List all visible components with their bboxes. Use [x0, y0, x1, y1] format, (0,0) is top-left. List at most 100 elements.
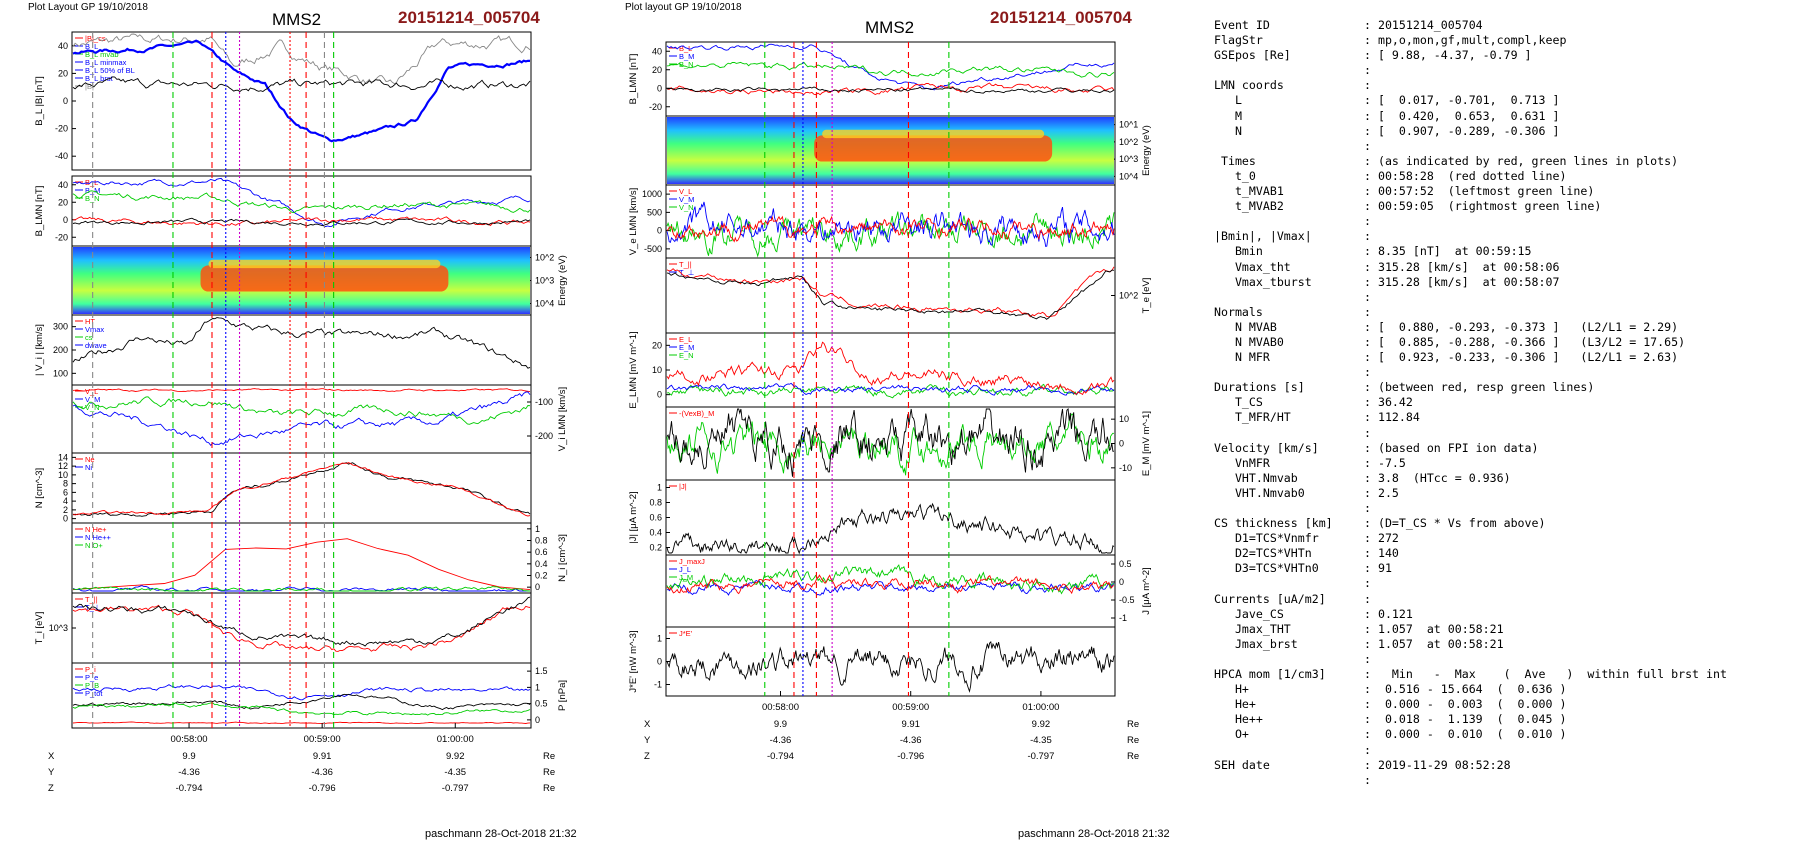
info-value: : 0.516 - 15.664 ( 0.636 ) [1364, 682, 1567, 697]
info-value: : 00:57:52 (leftmost green line) [1364, 184, 1595, 199]
trace-line [666, 640, 1115, 693]
y-tick-label: -10 [1119, 463, 1132, 473]
legend-entry: B_L minmax [85, 58, 127, 67]
legend-entry: T_|| [85, 595, 98, 604]
info-row: Jmax_THT: 1.057 at 00:58:21 [1214, 622, 1727, 637]
coord-value: 9.9 [774, 719, 787, 730]
info-value: : [1364, 78, 1371, 93]
trace-line [72, 604, 531, 652]
y-tick-label: 0.8 [649, 498, 662, 508]
coord-value: 9.9 [182, 751, 195, 762]
trace-line [666, 86, 1115, 94]
y-tick-label: 10 [652, 365, 662, 375]
coord-value: -4.36 [770, 735, 792, 746]
info-key: Vmax_tburst [1214, 274, 1312, 289]
legend-entry: T_⊥ [679, 268, 695, 277]
coord-value: -0.796 [309, 783, 336, 794]
legend-entry: E_L [679, 335, 692, 344]
coord-value: -0.797 [1027, 751, 1054, 762]
y-tick-label: 0 [535, 715, 540, 725]
info-key: Jmax_brst [1214, 636, 1298, 651]
info-value: : 0.121 [1364, 606, 1413, 621]
y-tick-label: -20 [55, 124, 68, 134]
info-row: CS thickness [km]: (D=T_CS * Vs from abo… [1214, 516, 1727, 531]
trace-line [666, 383, 1115, 399]
legend-entry: J_M [679, 573, 693, 582]
trace-line [72, 217, 531, 227]
x-tick-label: 00:59:00 [304, 734, 341, 745]
info-row: : [1214, 743, 1727, 758]
y-tick-label: 10^1 [1119, 120, 1138, 130]
coord-value: -4.35 [1030, 735, 1052, 746]
info-row: Normals: [1214, 305, 1727, 320]
info-row: LMN coords: [1214, 78, 1727, 93]
legend-entry: B_L [85, 42, 98, 51]
info-row: t_0: 00:58:28 (red dotted line) [1214, 169, 1727, 184]
info-value: : [ 0.420, 0.653, 0.631 ] [1364, 108, 1560, 123]
trace-line [72, 317, 531, 369]
info-row: : [1214, 214, 1727, 229]
info-row: L: [ 0.017, -0.701, 0.713 ] [1214, 93, 1727, 108]
coord-unit: Re [543, 783, 555, 794]
legend-entry: V_M [679, 195, 694, 204]
coord-name: Y [644, 735, 651, 746]
trace-line [666, 574, 1115, 595]
info-key: Vmax_tht [1214, 259, 1291, 274]
panel-frame [665, 257, 1116, 334]
y-tick-label: -200 [535, 431, 553, 441]
x-tick-label: 01:00:00 [1022, 702, 1059, 713]
y-axis-label: Energy (eV) [1141, 125, 1152, 176]
info-row: Currents [uA/m2]: [1214, 592, 1727, 607]
y-tick-label: 10 [1119, 414, 1129, 424]
trace-line [72, 396, 531, 425]
y-tick-label: -500 [644, 244, 662, 254]
left-spacecraft-title: MMS2 [272, 10, 322, 29]
coord-value: -4.36 [178, 767, 200, 778]
trace-line [666, 413, 1115, 476]
info-row: Event ID: 20151214_005704 [1214, 18, 1727, 33]
y-tick-label: 10^3 [535, 276, 554, 286]
trace-line [73, 216, 531, 227]
info-value: : 20151214_005704 [1364, 18, 1483, 32]
legend-entry: P_e [85, 673, 98, 682]
trace-line [72, 596, 531, 647]
info-row: Times: (as indicated by red, green lines… [1214, 154, 1727, 169]
info-key: Times [1214, 153, 1256, 168]
legend-entry: |J| [679, 482, 687, 491]
x-tick-label: 00:58:00 [762, 702, 799, 713]
spectrogram-hot-band [200, 265, 449, 292]
info-key: FlagStr [1214, 33, 1263, 48]
y-tick-label: 200 [53, 345, 68, 355]
y-tick-label: 14 [58, 452, 68, 462]
y-tick-label: -20 [649, 102, 662, 112]
coord-value: -0.797 [442, 783, 469, 794]
legend-entry: |B|_cs [85, 34, 106, 43]
y-tick-label: 300 [53, 322, 68, 332]
y-axis-label: B_LMN [nT] [34, 186, 45, 237]
info-row: N: [ 0.907, -0.289, -0.306 ] [1214, 124, 1727, 139]
info-row: |Bmin|, |Vmax|: [1214, 229, 1727, 244]
coord-unit: Re [1127, 719, 1139, 730]
info-row: t_MVAB1: 00:57:52 (leftmost green line) [1214, 184, 1727, 199]
y-tick-label: 12 [58, 461, 68, 471]
y-tick-label: 20 [58, 197, 68, 207]
y-tick-label: 10^3 [49, 623, 68, 633]
info-key: O+ [1214, 727, 1249, 742]
info-key: T_CS [1214, 395, 1263, 410]
y-tick-label: 6 [63, 487, 68, 497]
info-row: Vmax_tburst: 315.28 [km/s] at 00:58:07 [1214, 275, 1727, 290]
y-axis-label: B_L |B| [nT] [34, 76, 45, 125]
y-tick-label: 0.2 [535, 571, 548, 581]
y-axis-label: J*E' [nW m^-3] [628, 630, 639, 692]
y-tick-label: 0 [657, 657, 662, 667]
trace-line [666, 61, 1115, 78]
y-tick-label: 10^4 [1119, 171, 1138, 181]
info-row: : [1214, 426, 1727, 441]
y-tick-label: 0.5 [1119, 559, 1132, 569]
y-tick-label: 0.5 [535, 699, 548, 709]
coord-unit: Re [543, 751, 555, 762]
info-row: GSEpos [Re]: [ 9.88, -4.37, -0.79 ] [1214, 48, 1727, 63]
y-tick-label: 0.6 [535, 547, 548, 557]
info-row: D2=TCS*VHTn: 140 [1214, 546, 1727, 561]
info-value: : 1.057 at 00:58:21 [1364, 621, 1504, 636]
